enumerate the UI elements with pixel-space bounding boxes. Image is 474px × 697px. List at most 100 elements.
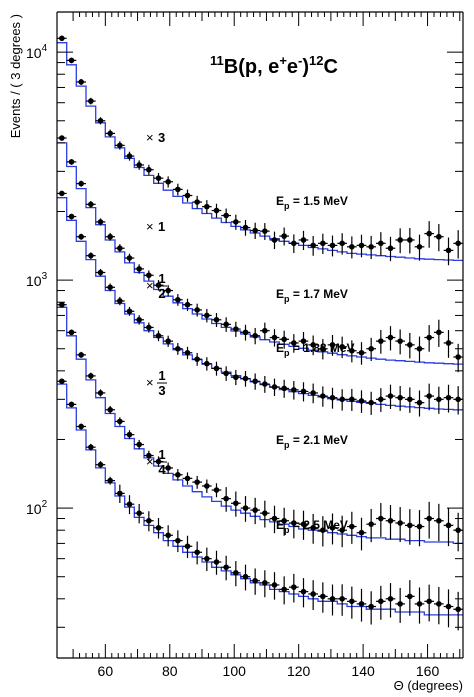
data-point <box>416 244 423 250</box>
data-point <box>397 394 403 401</box>
data-point <box>107 284 113 291</box>
data-point <box>59 35 65 42</box>
data-point <box>184 301 191 308</box>
data-point <box>358 242 365 249</box>
data-point <box>291 387 297 393</box>
data-point <box>262 381 268 387</box>
data-point <box>455 240 461 247</box>
data-point <box>320 345 326 352</box>
data-point <box>329 242 336 249</box>
data-point <box>339 343 345 350</box>
data-point <box>397 601 403 607</box>
data-point <box>88 373 94 379</box>
data-point <box>281 233 287 239</box>
data-point <box>291 240 297 247</box>
data-point <box>281 385 287 392</box>
data-point <box>97 390 104 396</box>
data-point <box>320 593 326 600</box>
data-point <box>126 431 133 438</box>
energy-label-4: Ep = 2.5 MeV <box>276 518 348 535</box>
data-point <box>445 394 452 401</box>
title-isotope-11: 11 <box>210 53 224 68</box>
data-point <box>426 334 432 341</box>
data-point <box>146 166 152 173</box>
data-point <box>213 316 220 323</box>
data-point <box>68 329 75 336</box>
data-point <box>368 345 374 352</box>
data-point <box>407 522 413 529</box>
data-point <box>368 603 374 610</box>
y-tick-label: 103 <box>26 271 48 289</box>
title-plus: + <box>279 53 287 68</box>
data-point <box>358 601 365 607</box>
data-point <box>407 342 413 348</box>
model-step-1 <box>57 142 463 365</box>
data-point <box>455 606 461 613</box>
title-part-2: e <box>287 56 298 78</box>
data-point <box>329 342 336 348</box>
data-point <box>88 201 94 208</box>
data-point <box>426 230 432 237</box>
data-point <box>146 452 152 459</box>
data-point <box>184 349 191 356</box>
data-point <box>339 527 345 533</box>
x-tick-label: 60 <box>98 663 114 679</box>
data-point <box>358 398 365 404</box>
data-point <box>78 423 84 430</box>
data-point <box>378 396 384 403</box>
series-4 <box>57 378 463 631</box>
data-point <box>252 577 258 584</box>
data-point <box>378 598 384 605</box>
data-point <box>117 418 123 425</box>
data-point <box>88 252 94 259</box>
annotations: Ep = 1.5 MeV × 3 Ep = 1.7 MeV × 1 Ep = 1.88 Me… <box>146 130 355 535</box>
data-point <box>204 483 210 489</box>
data-point <box>436 233 442 240</box>
model-step-4 <box>57 383 463 616</box>
title-isotope-12: 12 <box>309 53 323 68</box>
multiplier-value-0: 3 <box>158 130 165 145</box>
data-point <box>416 399 423 406</box>
data-point <box>59 378 65 385</box>
data-point <box>184 475 191 482</box>
data-point <box>426 393 432 399</box>
data-point <box>300 388 307 395</box>
title-part-4: C <box>324 56 338 78</box>
data-point <box>300 521 307 527</box>
data-point <box>262 510 268 516</box>
data-point <box>387 517 394 524</box>
data-point <box>242 573 249 580</box>
data-point <box>242 224 249 231</box>
data-point <box>136 162 142 168</box>
y-axis-title: Events / ( 3 degrees ) <box>8 14 23 138</box>
data-point <box>78 180 84 187</box>
data-point <box>387 334 394 341</box>
data-point <box>368 399 374 406</box>
data-point <box>252 332 258 339</box>
data-point <box>310 591 316 597</box>
data-point <box>97 461 104 468</box>
data-point <box>136 441 142 448</box>
data-point <box>436 396 442 403</box>
data-point <box>155 332 162 339</box>
data-point <box>416 601 423 607</box>
data-point <box>407 396 413 403</box>
multiplier-denominator-2: 2 <box>158 286 165 301</box>
data-point <box>426 515 432 522</box>
data-point <box>233 219 239 225</box>
data-point <box>291 584 297 590</box>
data-point <box>407 593 413 600</box>
x-tick-label: 100 <box>223 663 247 679</box>
data-point <box>68 159 75 165</box>
data-point <box>126 501 133 508</box>
data-point <box>126 308 133 315</box>
data-point <box>59 301 65 308</box>
data-point <box>310 524 316 531</box>
axes: 60 80 100 120 140 160 102 103 104 <box>26 11 464 679</box>
data-point <box>117 245 123 252</box>
data-point <box>262 580 268 586</box>
title-part-3: ) <box>302 56 309 78</box>
data-point <box>252 378 258 385</box>
data-point <box>378 338 384 344</box>
